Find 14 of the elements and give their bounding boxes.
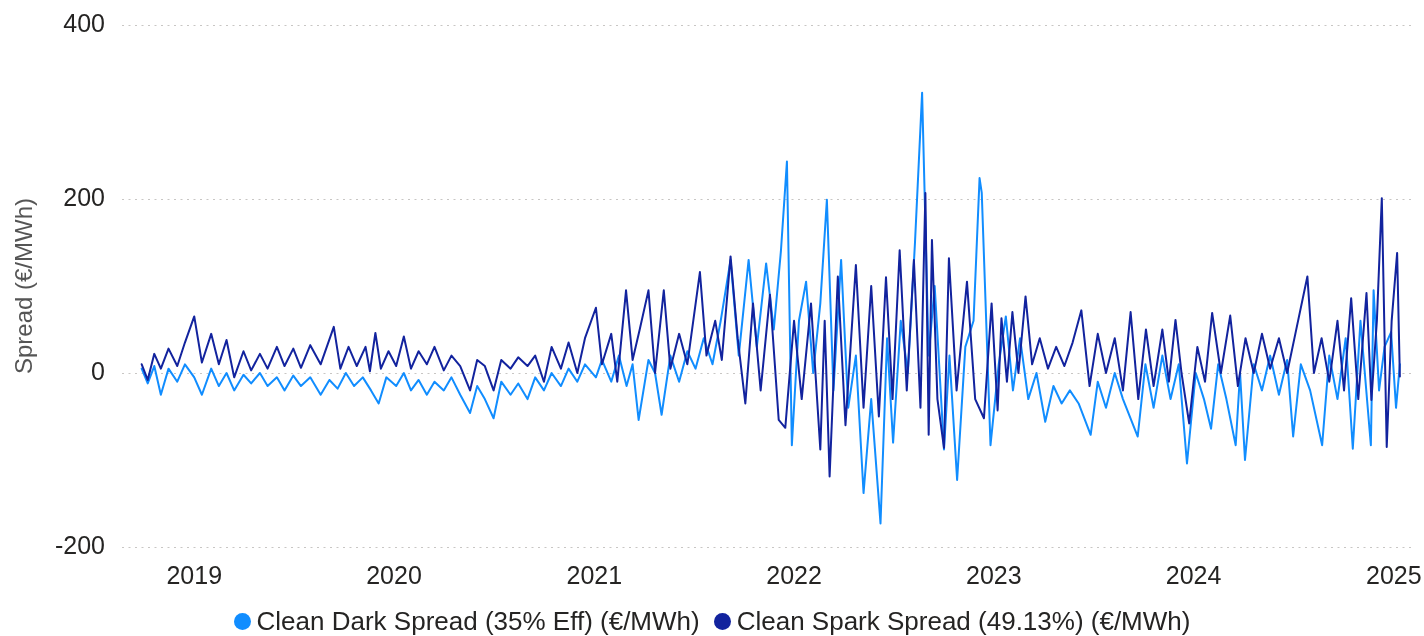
y-tick-label: 400 [63, 8, 105, 37]
x-tick-label: 2023 [965, 560, 1022, 589]
y-tick-label: 0 [91, 356, 105, 385]
x-tick-label: 2021 [566, 560, 623, 589]
y-tick-label: -200 [54, 530, 105, 559]
x-tick-label: 2024 [1165, 560, 1222, 589]
y-tick-label: 200 [63, 182, 105, 211]
y-axis-title: Spread (€/MWh) [10, 197, 38, 375]
legend-label: Clean Dark Spread (35% Eff) (€/MWh) [256, 606, 700, 636]
legend-label: Clean Spark Spread (49.13%) (€/MWh) [736, 606, 1191, 636]
x-tick-label: 2025 [1366, 560, 1422, 589]
x-tick-label: 2022 [766, 560, 822, 589]
x-tick-label: 2019 [166, 560, 223, 589]
x-tick-label: 2020 [366, 560, 422, 589]
